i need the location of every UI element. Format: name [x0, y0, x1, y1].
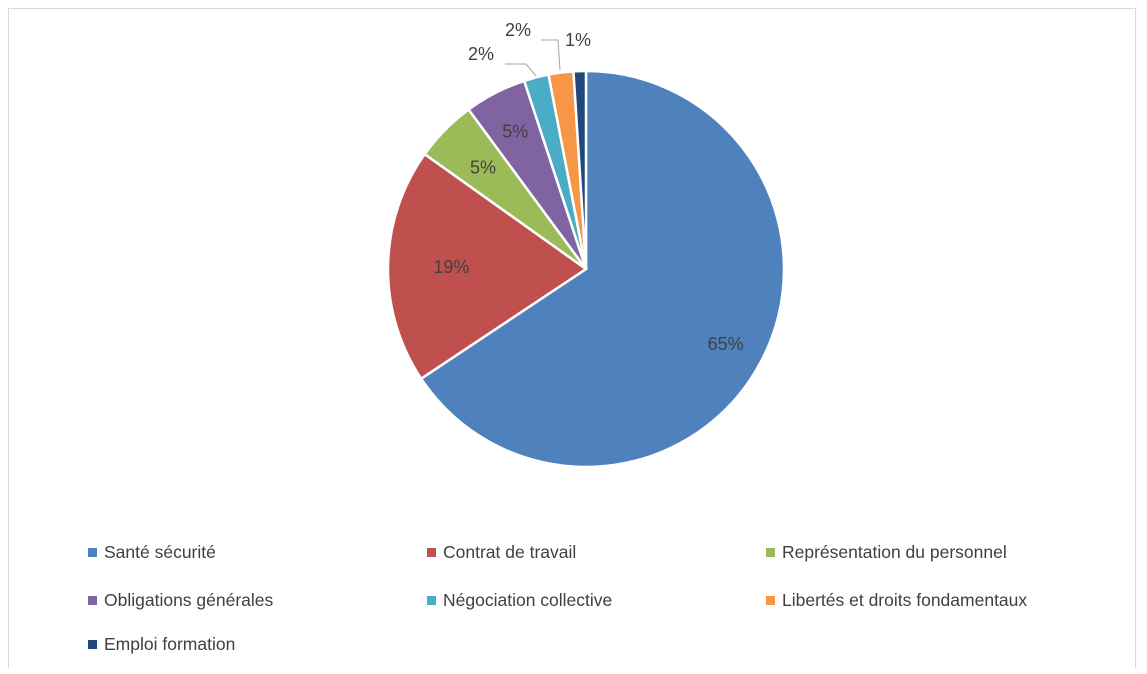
leader-line-4	[505, 63, 537, 77]
legend-item-3: Obligations générales	[88, 588, 273, 612]
legend-label-3: Obligations générales	[104, 589, 274, 610]
pie-data-label-5: 2%	[505, 20, 531, 40]
pie-data-label-2: 5%	[470, 158, 496, 178]
legend-swatch-5	[766, 595, 775, 605]
pie-data-label-6: 1%	[565, 30, 591, 50]
legend-label-4: Négociation collective	[443, 589, 613, 610]
legend-label-2: Représentation du personnel	[782, 541, 1007, 562]
chart-frame	[8, 8, 1136, 668]
legend-item-1: Contrat de travail	[427, 540, 576, 564]
legend-swatch-6	[88, 639, 97, 649]
legend-label-6: Emploi formation	[104, 633, 236, 654]
leader-line-5	[541, 39, 561, 71]
legend-label-0: Santé sécurité	[104, 541, 216, 562]
pie-slice-6	[572, 69, 588, 270]
pie-slice-1	[386, 152, 589, 381]
legend-item-4: Négociation collective	[427, 588, 612, 612]
legend-label-5: Libertés et droits fondamentaux	[782, 589, 1028, 610]
legend-swatch-4	[427, 595, 436, 605]
legend-item-5: Libertés et droits fondamentaux	[766, 588, 1027, 612]
legend-swatch-1	[427, 547, 436, 557]
legend-swatch-0	[88, 547, 97, 557]
legend-label-1: Contrat de travail	[443, 541, 577, 562]
legend-item-0: Santé sécurité	[88, 540, 216, 564]
pie-data-label-0: 65%	[708, 334, 744, 354]
legend-swatch-3	[88, 595, 97, 605]
pie-data-label-3: 5%	[502, 122, 528, 142]
pie-data-label-4: 2%	[468, 44, 494, 64]
legend-swatch-2	[766, 547, 775, 557]
pie-data-label-1: 19%	[433, 257, 469, 277]
legend-item-6: Emploi formation	[88, 632, 235, 656]
legend-item-2: Représentation du personnel	[766, 540, 1007, 564]
pie-slice-0	[419, 69, 786, 469]
